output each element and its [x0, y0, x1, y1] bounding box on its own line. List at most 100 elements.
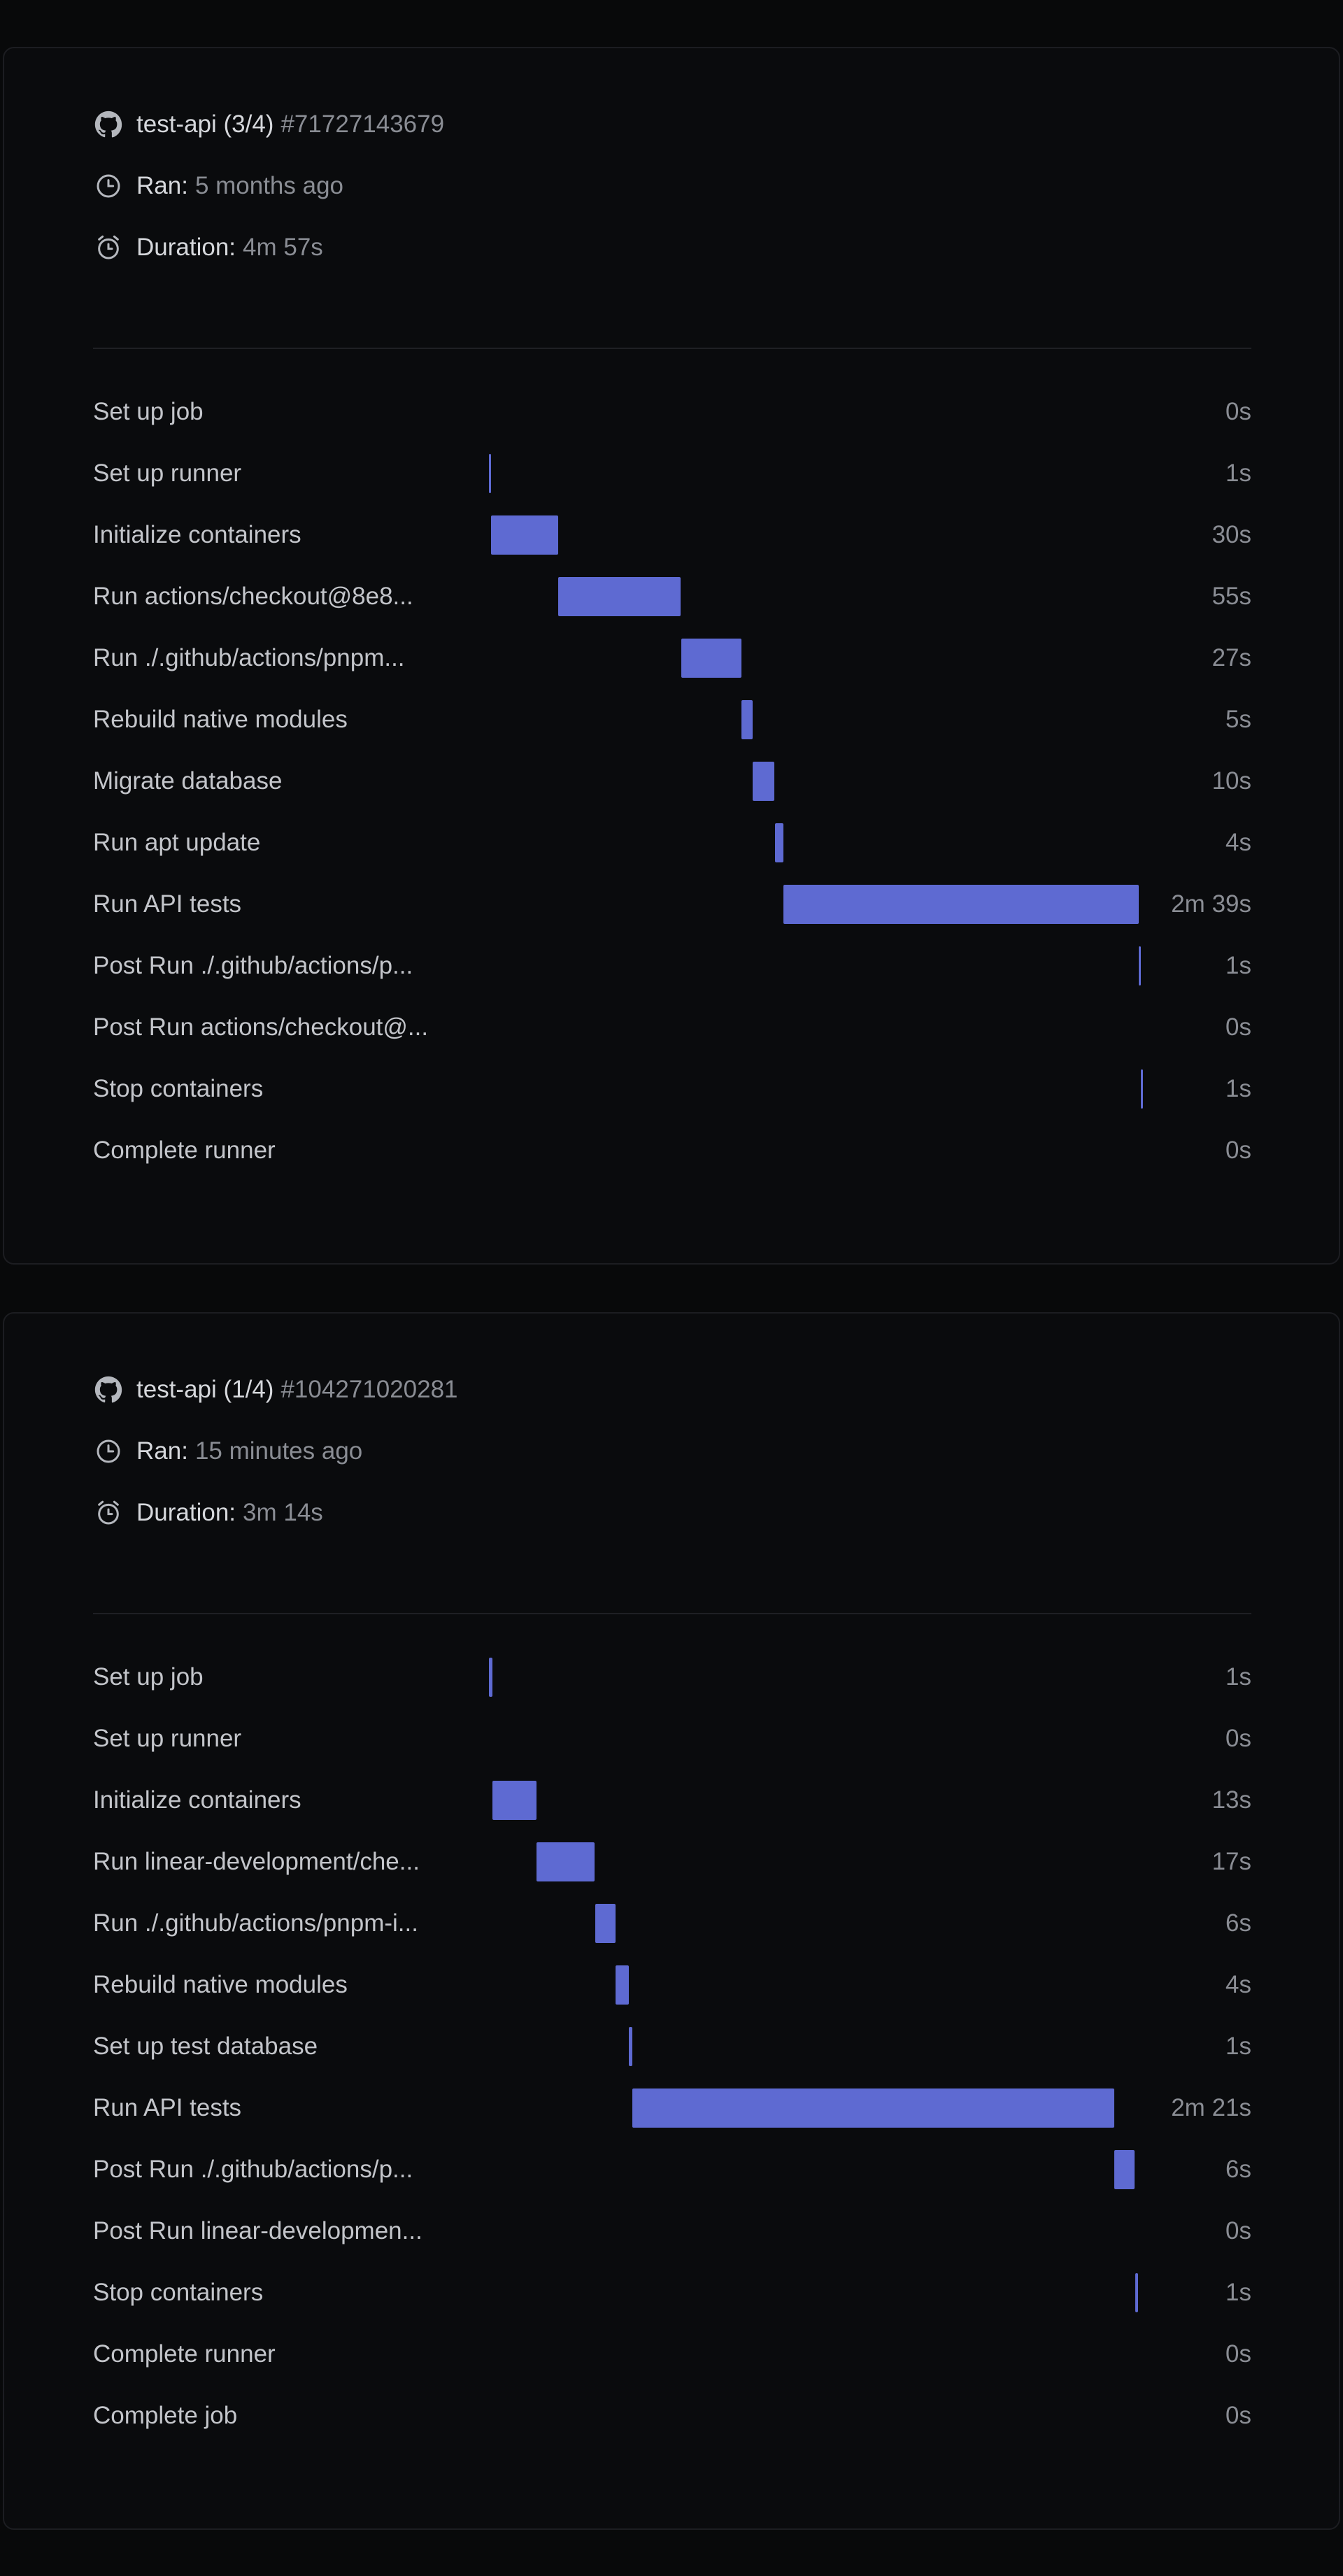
ran-row: Ran: 5 months ago — [93, 169, 343, 204]
step-duration: 27s — [1211, 644, 1251, 671]
step-timeline-bar — [595, 1904, 616, 1943]
clock-icon — [93, 1436, 124, 1467]
step-duration: 55s — [1211, 583, 1251, 610]
step-timeline-bar — [752, 762, 775, 801]
job-name[interactable]: test-api (1/4) — [136, 1376, 274, 1403]
step-duration: 2m 39s — [1171, 890, 1251, 918]
step-duration: 17s — [1211, 1848, 1251, 1875]
step-name: Complete job — [93, 2402, 238, 2429]
step-name: Run linear-development/che... — [93, 1848, 420, 1875]
step-timeline-bar — [1138, 946, 1141, 985]
step-timeline-bar — [632, 2088, 1115, 2128]
step-row[interactable]: Set up runner 0s — [93, 1708, 1251, 1770]
step-timeline-bar — [615, 1965, 630, 2005]
step-row[interactable]: Rebuild native modules 4s — [93, 1954, 1251, 2016]
step-name: Run ./.github/actions/pnpm... — [93, 644, 405, 671]
step-row[interactable]: Run linear-development/che... 17s — [93, 1831, 1251, 1893]
step-duration: 2m 21s — [1171, 2094, 1251, 2121]
duration-label: Duration: — [136, 1499, 236, 1526]
step-row[interactable]: Post Run actions/checkout@... 0s — [93, 997, 1251, 1058]
step-row[interactable]: Post Run ./.github/actions/p... 6s — [93, 2139, 1251, 2200]
ran-value: 5 months ago — [194, 172, 344, 199]
step-duration: 0s — [1225, 2340, 1251, 2368]
step-timeline-bar — [1141, 1069, 1144, 1109]
step-name: Run actions/checkout@8e8... — [93, 583, 413, 610]
step-row[interactable]: Run ./.github/actions/pnpm-i... 6s — [93, 1893, 1251, 1954]
step-duration: 10s — [1211, 767, 1251, 795]
step-duration: 1s — [1225, 1663, 1251, 1691]
step-timeline-bar — [629, 2027, 633, 2066]
step-name: Run API tests — [93, 2094, 242, 2121]
step-duration: 6s — [1225, 2156, 1251, 2183]
step-row[interactable]: Rebuild native modules 5s — [93, 689, 1251, 750]
github-icon — [93, 1374, 124, 1405]
step-timeline-bar — [783, 885, 1139, 924]
duration-row: Duration: 4m 57s — [93, 230, 323, 265]
step-name: Migrate database — [93, 767, 283, 795]
step-name: Rebuild native modules — [93, 706, 348, 733]
step-name: Stop containers — [93, 1075, 264, 1102]
step-row[interactable]: Complete runner 0s — [93, 2324, 1251, 2385]
step-duration: 1s — [1225, 460, 1251, 487]
step-row[interactable]: Complete runner 0s — [93, 1120, 1251, 1181]
job-title-row: test-api (3/4) #71727143679 — [93, 107, 444, 142]
step-row[interactable]: Set up job 1s — [93, 1646, 1251, 1708]
step-row[interactable]: Run API tests 2m 21s — [93, 2077, 1251, 2139]
duration-row: Duration: 3m 14s — [93, 1495, 323, 1530]
step-name: Stop containers — [93, 2279, 264, 2306]
step-name: Run ./.github/actions/pnpm-i... — [93, 1909, 418, 1937]
alarm-clock-icon — [93, 1497, 124, 1528]
step-row[interactable]: Run ./.github/actions/pnpm... 27s — [93, 627, 1251, 689]
job-title-row: test-api (1/4) #104271020281 — [93, 1372, 458, 1407]
step-name: Initialize containers — [93, 521, 301, 548]
step-row[interactable]: Run API tests 2m 39s — [93, 874, 1251, 935]
step-row[interactable]: Run actions/checkout@8e8... 55s — [93, 566, 1251, 627]
step-duration: 1s — [1225, 1075, 1251, 1102]
step-row[interactable]: Stop containers 1s — [93, 1058, 1251, 1120]
alarm-clock-icon — [93, 232, 124, 263]
step-duration: 0s — [1225, 1137, 1251, 1164]
step-name: Complete runner — [93, 1137, 276, 1164]
step-name: Post Run ./.github/actions/p... — [93, 952, 413, 979]
job-run-card: test-api (3/4) #71727143679 Ran: 5 months a… — [3, 47, 1340, 1265]
step-duration: 6s — [1225, 1909, 1251, 1937]
step-row[interactable]: Post Run linear-developmen... 0s — [93, 2200, 1251, 2262]
step-timeline-bar — [537, 1842, 595, 1881]
step-row[interactable]: Complete job 0s — [93, 2385, 1251, 2447]
step-row[interactable]: Set up runner 1s — [93, 443, 1251, 504]
job-name[interactable]: test-api (3/4) — [136, 111, 274, 138]
step-timeline-bar — [741, 700, 753, 739]
step-duration: 0s — [1225, 1725, 1251, 1752]
clock-icon — [93, 171, 124, 201]
run-id[interactable]: #104271020281 — [280, 1376, 458, 1403]
duration-value: 3m 14s — [243, 1499, 323, 1526]
step-duration: 0s — [1225, 1013, 1251, 1041]
step-row[interactable]: Initialize containers 30s — [93, 504, 1251, 566]
divider — [93, 348, 1251, 349]
step-timeline-bar — [489, 454, 492, 493]
step-name: Post Run ./.github/actions/p... — [93, 2156, 413, 2183]
step-timeline-bar — [1114, 2150, 1135, 2189]
step-row[interactable]: Post Run ./.github/actions/p... 1s — [93, 935, 1251, 997]
step-row[interactable]: Run apt update 4s — [93, 812, 1251, 874]
step-row[interactable]: Migrate database 10s — [93, 750, 1251, 812]
step-row[interactable]: Initialize containers 13s — [93, 1770, 1251, 1831]
step-name: Set up job — [93, 1663, 204, 1691]
step-row[interactable]: Stop containers 1s — [93, 2262, 1251, 2324]
github-icon — [93, 109, 124, 140]
step-name: Post Run linear-developmen... — [93, 2217, 422, 2244]
step-name: Rebuild native modules — [93, 1971, 348, 1998]
ran-value: 15 minutes ago — [194, 1437, 363, 1465]
step-row[interactable]: Set up test database 1s — [93, 2016, 1251, 2077]
step-timeline-bar — [1135, 2273, 1139, 2312]
step-name: Set up runner — [93, 1725, 242, 1752]
step-name: Set up runner — [93, 460, 242, 487]
step-duration: 1s — [1225, 952, 1251, 979]
step-duration: 0s — [1225, 398, 1251, 425]
job-run-card: test-api (1/4) #104271020281 Ran: 15 minute… — [3, 1312, 1340, 2530]
duration-label: Duration: — [136, 234, 236, 261]
step-row[interactable]: Set up job 0s — [93, 381, 1251, 443]
step-duration: 0s — [1225, 2402, 1251, 2429]
step-timeline-bar — [491, 515, 558, 555]
run-id[interactable]: #71727143679 — [280, 111, 445, 138]
